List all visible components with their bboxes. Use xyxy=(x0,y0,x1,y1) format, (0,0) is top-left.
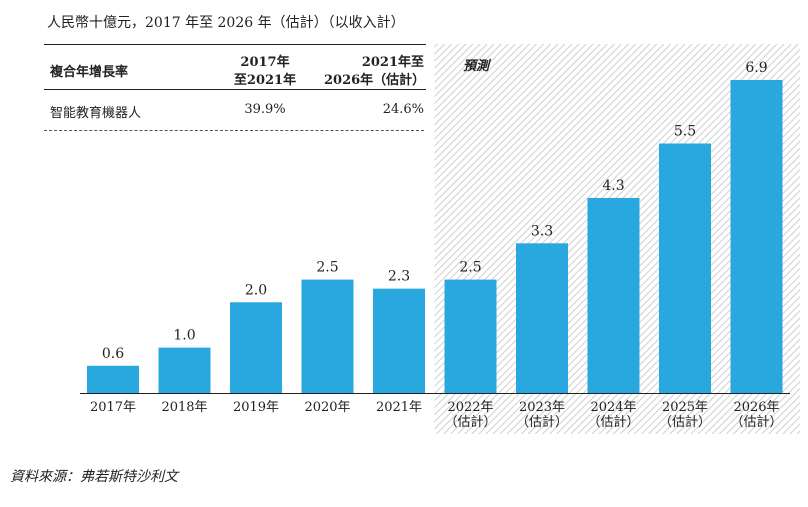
bar xyxy=(659,143,711,393)
x-tick-label: 2023年 xyxy=(519,400,565,415)
bar xyxy=(587,197,640,393)
x-tick-label: 2020年 xyxy=(304,400,350,415)
x-tick-label: 2017年 xyxy=(90,400,136,415)
x-tick-label: （估計） xyxy=(587,414,639,430)
bar-value-label: 3.3 xyxy=(531,223,553,239)
unit-note: 人民幣十億元，2017 年至 2026 年（估計）（以收入計） xyxy=(47,15,405,31)
bar xyxy=(373,288,425,393)
cagr-header-period1-line1: 2017年 xyxy=(240,55,290,70)
cagr-table: 複合年增長率 2017年 至2021年 2021年至 2026年（估計） 智能教… xyxy=(44,49,426,131)
bar-value-label: 2.3 xyxy=(388,269,410,285)
x-tick-label: 2019年 xyxy=(233,400,279,415)
bar xyxy=(301,279,354,393)
x-tick-label: 2021年 xyxy=(376,400,422,415)
cagr-table-row: 智能教育機器人 39.9% 24.6% xyxy=(44,90,426,130)
bar xyxy=(516,243,568,393)
x-tick-label: （估計） xyxy=(516,414,568,430)
bar-value-label: 0.6 xyxy=(102,346,124,362)
x-tick-label: 2022年 xyxy=(447,400,493,415)
bar xyxy=(158,347,211,393)
x-tick-label: （估計） xyxy=(659,414,711,430)
bar-value-label: 2.5 xyxy=(459,260,481,276)
x-tick-label: 2024年 xyxy=(590,400,636,415)
bar-value-label: 5.5 xyxy=(674,124,696,140)
x-tick-label: （估計） xyxy=(730,414,782,430)
bar-value-label: 2.0 xyxy=(245,282,267,298)
bar xyxy=(87,365,139,393)
cagr-header-period2-line1: 2021年至 xyxy=(361,55,424,70)
cagr-header-period2-line2: 2026年（估計） xyxy=(324,73,426,88)
table-top-rule xyxy=(44,44,426,45)
x-tick-label: 2025年 xyxy=(662,400,708,415)
x-tick-label: （估計） xyxy=(444,414,496,430)
x-tick-label: 2026年 xyxy=(733,400,779,415)
cagr-row-label: 智能教育機器人 xyxy=(50,106,142,121)
cagr-header-label: 複合年增長率 xyxy=(50,65,129,80)
bar-value-label: 1.0 xyxy=(173,328,195,344)
bar xyxy=(444,279,497,393)
source-note: 資料來源：弗若斯特沙利文 xyxy=(10,469,178,485)
bar-value-label: 2.5 xyxy=(316,260,338,276)
bar xyxy=(230,302,282,393)
table-dashed-rule xyxy=(44,130,424,131)
cagr-row-value-1: 39.9% xyxy=(244,102,286,117)
bar-value-label: 6.9 xyxy=(745,60,767,76)
forecast-label: 預測 xyxy=(463,59,490,74)
x-tick-label: 2018年 xyxy=(161,400,207,415)
cagr-table-header: 複合年增長率 2017年 至2021年 2021年至 2026年（估計） xyxy=(44,49,426,90)
cagr-header-period1-line2: 至2021年 xyxy=(233,73,297,88)
bar xyxy=(730,80,783,393)
bar-value-label: 4.3 xyxy=(602,178,624,194)
cagr-row-value-2: 24.6% xyxy=(382,102,424,117)
